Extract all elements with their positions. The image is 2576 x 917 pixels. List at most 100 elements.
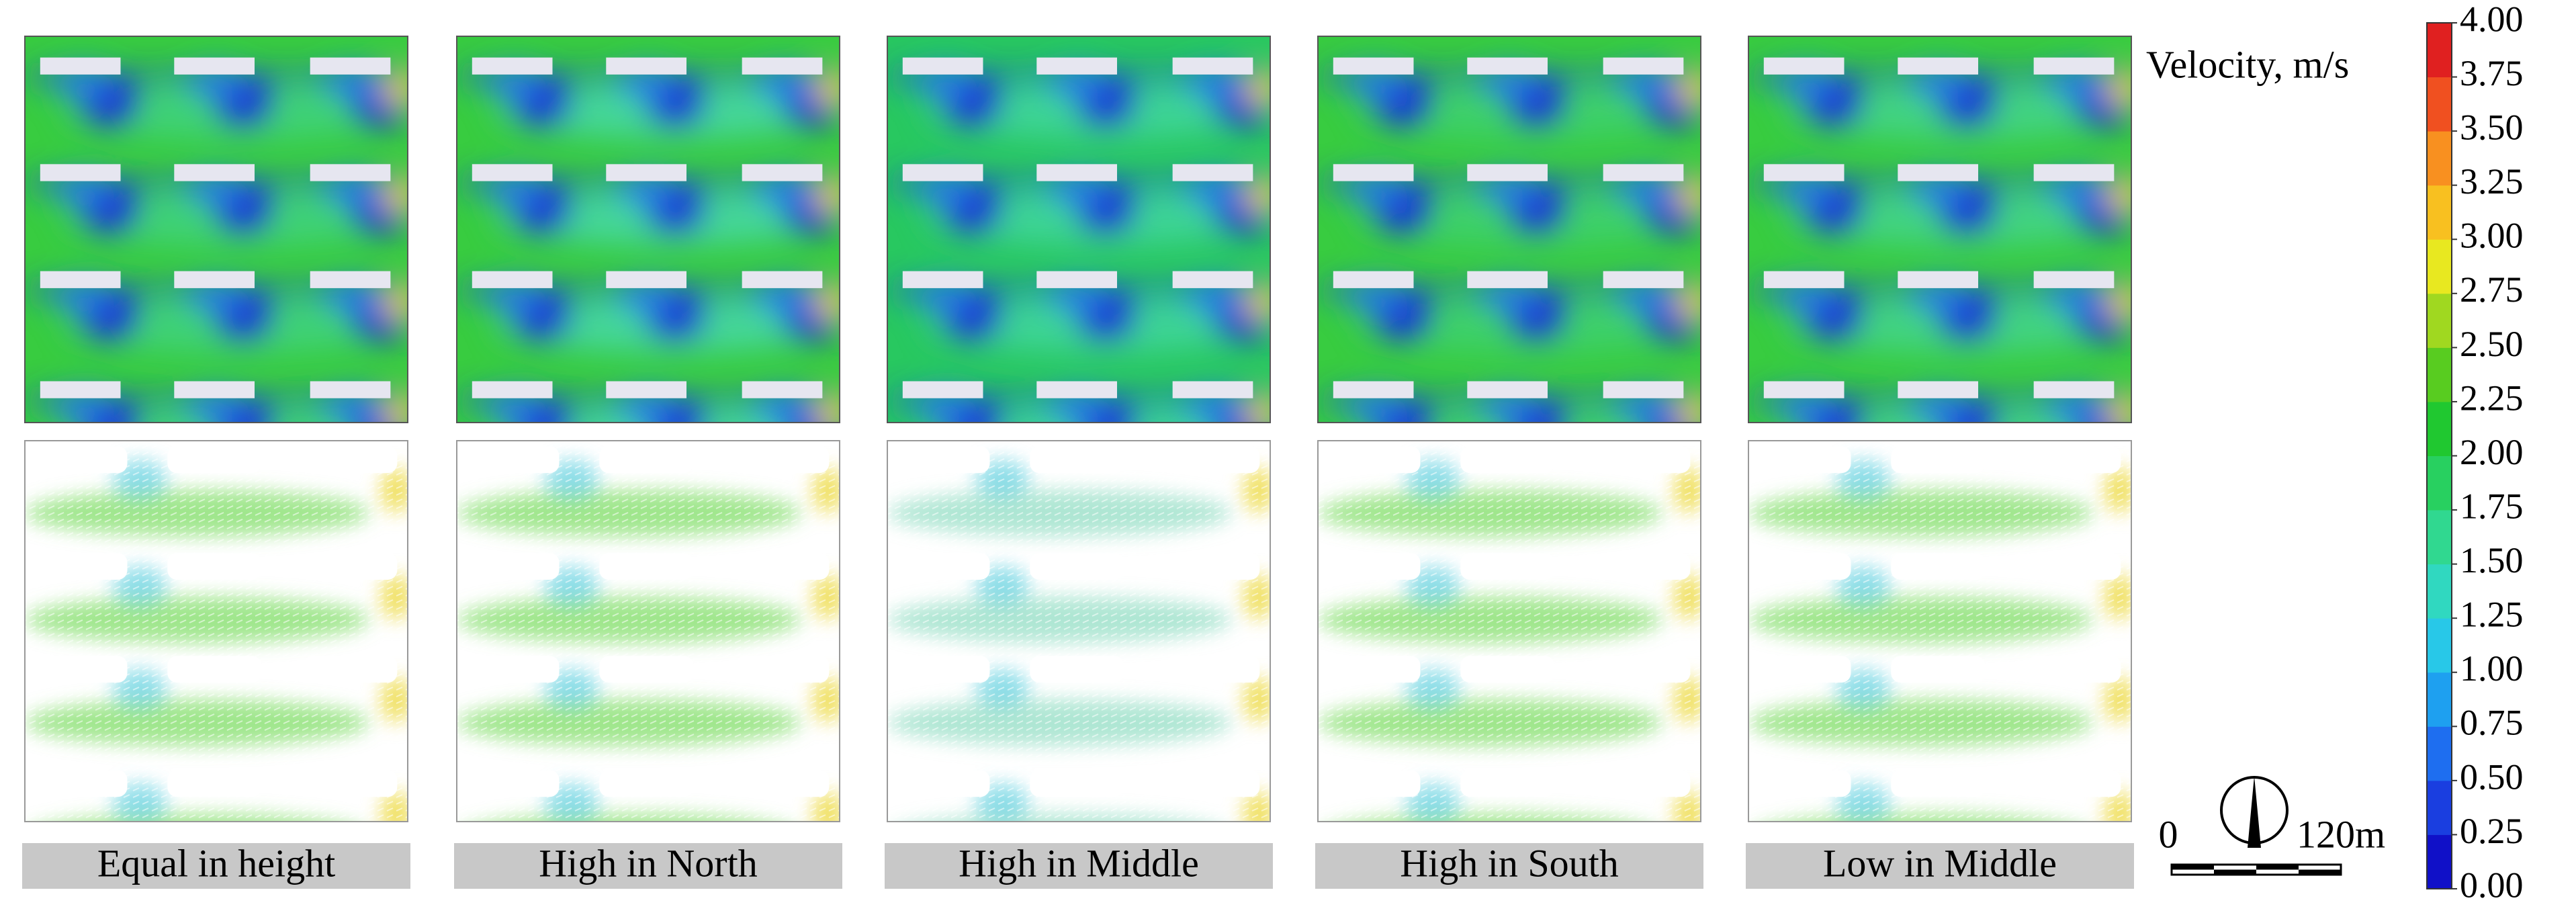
building — [310, 164, 391, 181]
building — [465, 770, 560, 797]
building — [1763, 164, 1845, 181]
building — [1165, 770, 1260, 797]
building — [167, 656, 261, 683]
building — [1172, 271, 1253, 288]
north-arrow — [2220, 776, 2289, 848]
vector-plot — [1318, 441, 1701, 822]
building — [310, 271, 391, 288]
building — [167, 553, 261, 580]
building — [902, 164, 983, 181]
frame — [456, 440, 840, 822]
building — [606, 164, 686, 181]
building — [174, 57, 255, 75]
building — [1603, 381, 1684, 398]
building — [303, 656, 398, 683]
building — [40, 381, 121, 398]
building — [472, 271, 553, 288]
building — [1757, 446, 1851, 474]
building — [1763, 381, 1845, 398]
frame — [1748, 440, 2132, 822]
colorbar-band — [2427, 564, 2452, 619]
vectors — [1748, 441, 2131, 822]
building — [2027, 656, 2121, 683]
building — [465, 656, 560, 683]
building — [1326, 656, 1421, 683]
building — [2027, 446, 2121, 474]
building — [1891, 553, 1985, 580]
building — [735, 656, 830, 683]
building — [1467, 381, 1548, 398]
vector-plot — [887, 441, 1270, 822]
building — [33, 656, 128, 683]
building — [735, 770, 830, 797]
building — [895, 553, 990, 580]
contour-plot — [1318, 36, 1701, 423]
building — [1467, 271, 1548, 288]
building — [1460, 656, 1554, 683]
building — [1326, 446, 1421, 474]
building — [472, 164, 553, 181]
colorbar-band — [2427, 239, 2452, 294]
colorbar-tick-label: 3.00 — [2460, 216, 2524, 256]
building — [303, 770, 398, 797]
frame — [456, 36, 840, 423]
vectors — [25, 441, 408, 822]
building — [1460, 770, 1554, 797]
building — [1763, 271, 1845, 288]
building — [1757, 770, 1851, 797]
vector-plot — [1748, 441, 2131, 822]
frame — [1317, 36, 1701, 423]
building — [895, 770, 990, 797]
colorbar-band — [2427, 77, 2452, 132]
building — [1891, 446, 1985, 474]
panel-label: High in Middle — [959, 841, 1199, 885]
building — [1333, 381, 1414, 398]
building — [33, 553, 128, 580]
colorbar-band — [2427, 185, 2452, 240]
building — [1757, 656, 1851, 683]
colorbar-band — [2427, 672, 2452, 727]
contour-plot — [887, 36, 1270, 423]
building — [1036, 164, 1117, 181]
building — [599, 553, 693, 580]
building — [1326, 770, 1421, 797]
building — [742, 271, 823, 288]
building — [742, 164, 823, 181]
caption-bg — [1315, 843, 1703, 889]
colorbar-band — [2427, 455, 2452, 511]
building — [1172, 57, 1253, 75]
frame — [1317, 440, 1701, 822]
building — [1596, 446, 1691, 474]
building — [735, 446, 830, 474]
building — [2033, 271, 2115, 288]
building — [40, 271, 121, 288]
colorbar-band — [2427, 293, 2452, 348]
building — [1596, 770, 1691, 797]
building — [606, 57, 686, 75]
colorbar-tick-label: 3.50 — [2460, 107, 2524, 148]
building — [465, 446, 560, 474]
vectors — [457, 441, 840, 822]
building — [1898, 57, 1978, 75]
colorbar-band — [2427, 347, 2452, 402]
building — [465, 553, 560, 580]
colorbar-band — [2427, 726, 2452, 781]
building — [735, 553, 830, 580]
contour-plot — [25, 36, 408, 423]
colorbar-tick-label: 4.00 — [2460, 0, 2524, 39]
building — [1603, 271, 1684, 288]
building — [1460, 446, 1554, 474]
building — [1172, 381, 1253, 398]
building — [1333, 57, 1414, 75]
building — [902, 271, 983, 288]
building — [472, 57, 553, 75]
vectors — [1318, 441, 1701, 822]
colorbar-tick-label: 0.25 — [2460, 811, 2524, 851]
building — [606, 381, 686, 398]
building — [1763, 57, 1845, 75]
building — [1467, 57, 1548, 75]
frame — [887, 440, 1271, 822]
building — [1036, 57, 1117, 75]
building — [310, 381, 391, 398]
